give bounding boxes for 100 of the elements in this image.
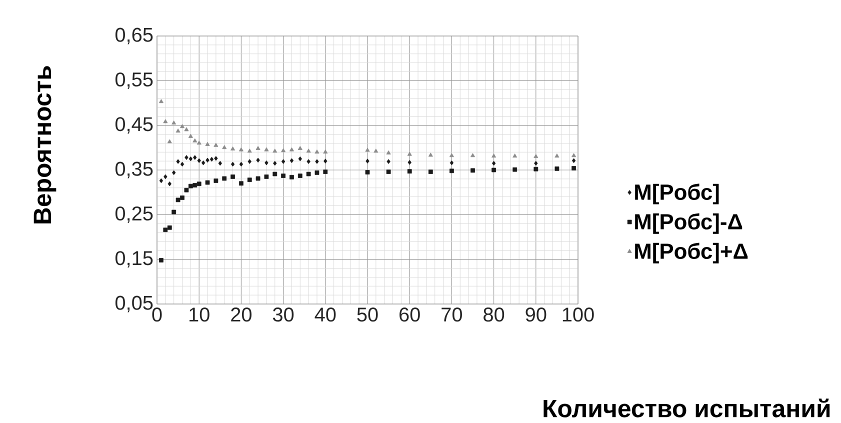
point [167,225,172,230]
point [214,156,218,161]
point [264,174,269,179]
point [572,158,576,164]
point [407,169,412,174]
point [386,159,390,164]
point [512,167,518,172]
x-tick-label: 40 [314,308,336,322]
point [386,150,391,154]
point [197,158,201,164]
point [449,153,454,158]
point [323,150,328,154]
y-tick-label: 0,25 [115,206,153,223]
point [281,159,286,164]
point [554,154,560,158]
point [306,172,311,176]
y-tick-label: 0,35 [115,162,153,178]
point [407,152,412,156]
point [188,134,193,138]
point [176,159,180,164]
point [256,158,260,163]
point [188,184,193,188]
point [247,148,252,153]
point [239,181,244,186]
point [206,158,210,163]
point [192,138,198,142]
point [180,162,184,167]
x-tick-label: 70 [442,308,462,322]
point [324,158,328,164]
point [492,160,496,166]
point [264,160,268,166]
x-tick-label: 10 [190,308,210,322]
point [374,148,378,153]
y-tick-label: 0,15 [115,251,153,268]
legend-label: M[Pобс]-Δ [635,213,742,234]
point [214,178,218,183]
point [428,170,433,174]
point [428,152,433,157]
point [298,174,302,178]
point [247,178,252,182]
point [281,148,286,152]
x-tick-label: 30 [272,308,294,322]
point [290,174,294,180]
x-tick-label: 60 [400,308,420,322]
point [196,182,202,186]
point [386,170,391,174]
point [172,170,176,176]
point [230,162,235,167]
point [492,154,496,158]
point [159,258,164,262]
point [163,228,168,232]
point [572,166,576,170]
point [172,120,176,124]
point [196,140,202,145]
y-tick-label: 0,65 [115,28,153,44]
point [534,154,538,158]
point [239,162,244,167]
x-axis-title: Количество испытаний [544,398,830,418]
point [306,159,310,164]
point [210,156,214,162]
point [238,147,244,152]
point [450,168,454,174]
point [222,176,227,181]
point [158,99,164,104]
point [176,128,180,133]
x-tick-label: 90 [526,308,546,322]
x-tick-label: 80 [484,308,504,322]
point [163,119,168,124]
y-tick-label: 0,55 [115,72,153,89]
point [572,153,576,158]
point [214,142,218,147]
point [306,148,311,153]
point [168,181,172,186]
point [512,154,518,158]
point [176,198,180,202]
point [230,146,236,150]
point [180,124,185,128]
point [164,174,168,180]
point [180,196,184,200]
point [256,146,260,150]
point [470,153,476,158]
point [314,150,320,154]
point [272,172,278,176]
point [256,176,260,181]
point [289,147,294,152]
point [193,155,197,160]
point [554,166,560,171]
point [290,158,294,164]
point [281,174,286,178]
y-tick-label: 0,05 [115,296,153,312]
point [205,180,210,185]
point [298,146,302,150]
point [408,160,412,165]
point [298,156,302,162]
legend-label: M[Pобс]+Δ [635,242,748,264]
point [230,174,235,179]
point [314,170,320,175]
point [450,160,454,166]
point [201,160,206,166]
point [222,145,227,150]
